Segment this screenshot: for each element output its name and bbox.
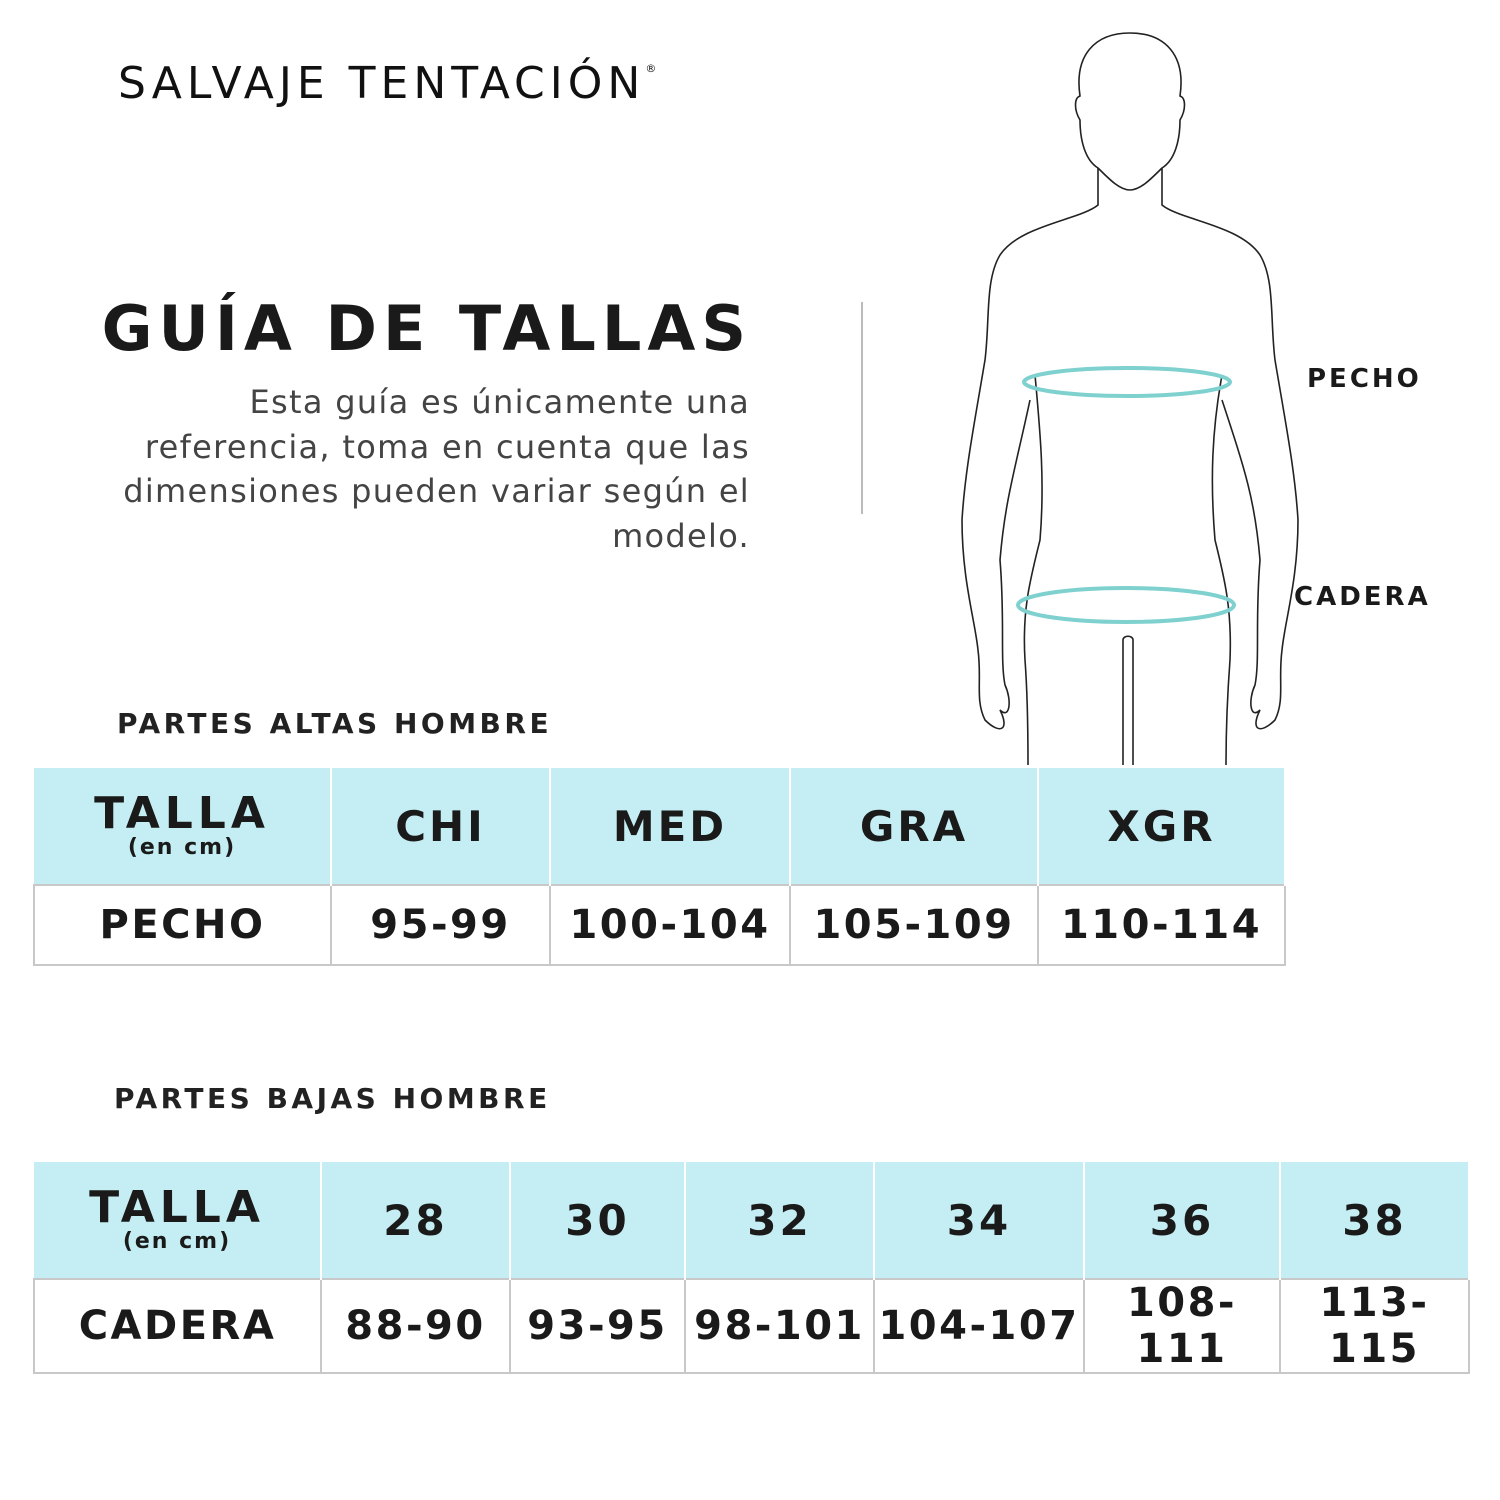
size-cell: 38 [1279,1160,1470,1279]
registered-mark: ® [645,62,657,75]
page-title: GUÍA DE TALLAS [101,292,752,365]
value-cell: 93-95 [509,1278,686,1374]
divider [861,302,863,514]
table-header-row: TALLA (en cm) 28 30 32 34 36 38 [34,1160,1470,1279]
row-label-cell: PECHO [33,884,332,966]
size-header-cell: TALLA (en cm) [34,1160,322,1279]
value-cell: 100-104 [549,884,791,966]
row-label-cell: CADERA [33,1278,322,1374]
size-cell: 30 [509,1160,686,1279]
size-cell: XGR [1037,766,1286,885]
hip-label: CADERA [1294,582,1431,612]
value-cell: 104-107 [873,1278,1085,1374]
size-header-cell: TALLA (en cm) [34,766,332,885]
bottoms-section-title: PARTES BAJAS HOMBRE [114,1082,551,1115]
size-label: TALLA [89,1182,265,1233]
unit-label: (en cm) [127,835,237,860]
value-cell: 98-101 [684,1278,875,1374]
bottoms-size-table: TALLA (en cm) 28 30 32 34 36 38 CADERA 88… [33,1160,1470,1374]
measure-rings [1016,366,1236,624]
chest-label: PECHO [1307,364,1422,394]
brand-name: SALVAJE TENTACIÓN [118,58,646,109]
body-figure [961,32,1299,766]
size-cell: 34 [873,1160,1085,1279]
tops-section-title: PARTES ALTAS HOMBRE [117,707,553,740]
value-cell: 105-109 [789,884,1039,966]
size-cell: GRA [789,766,1039,885]
brand-logo: SALVAJE TENTACIÓN® [118,58,656,109]
value-cell: 113-115 [1279,1278,1470,1374]
table-row: CADERA 88-90 93-95 98-101 104-107 108-11… [33,1278,1470,1374]
value-cell: 110-114 [1037,884,1286,966]
table-header-row: TALLA (en cm) CHI MED GRA XGR [34,766,1286,885]
unit-label: (en cm) [122,1229,232,1254]
size-cell: MED [549,766,791,885]
description: Esta guía es únicamente una referencia, … [123,383,750,555]
body-outline [961,32,1299,766]
size-cell: 36 [1083,1160,1281,1279]
size-cell: 32 [684,1160,875,1279]
size-label: TALLA [94,788,270,839]
table-row: PECHO 95-99 100-104 105-109 110-114 [33,884,1286,966]
size-cell: 28 [320,1160,511,1279]
hip-measure-ring [1016,586,1236,624]
chest-measure-ring [1022,366,1232,398]
tops-size-table: TALLA (en cm) CHI MED GRA XGR PECHO 95-99… [33,766,1286,966]
value-cell: 88-90 [320,1278,511,1374]
value-cell: 95-99 [330,884,551,966]
value-cell: 108-111 [1083,1278,1281,1374]
size-cell: CHI [330,766,551,885]
